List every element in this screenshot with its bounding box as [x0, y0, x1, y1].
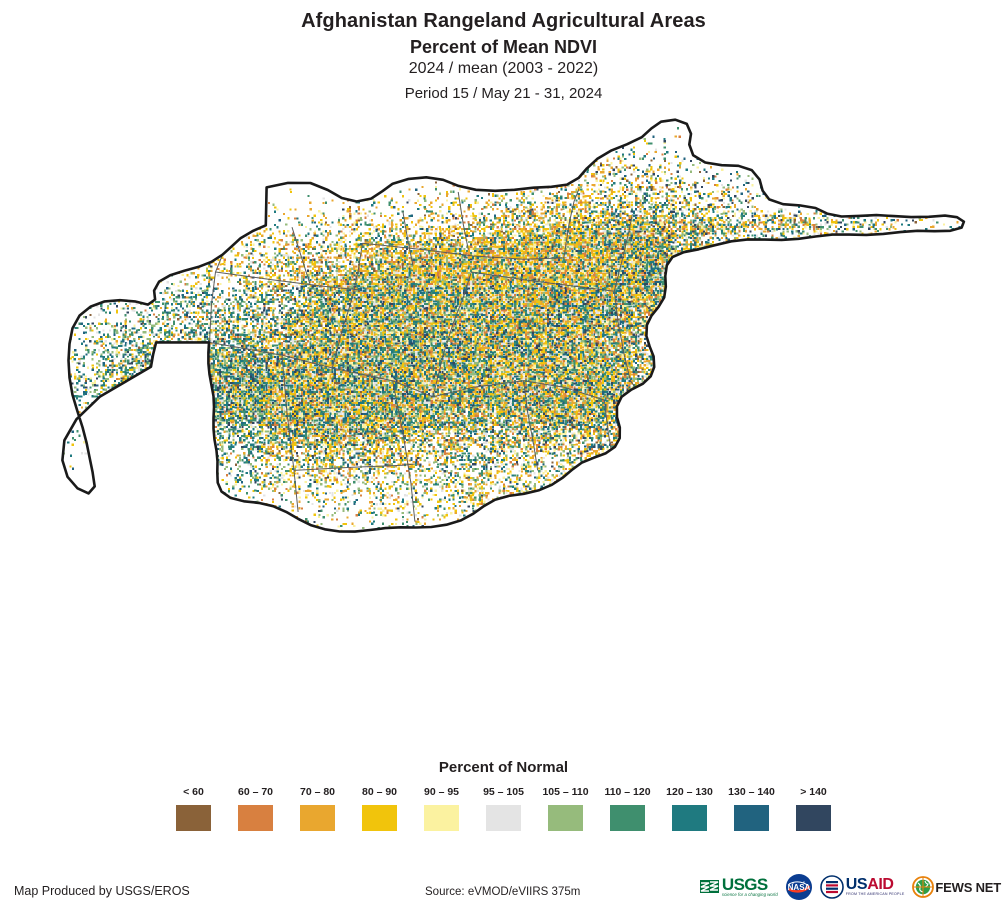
province-boundary	[457, 191, 469, 250]
province-boundary	[281, 355, 299, 513]
usgs-wordmark: USGS	[721, 875, 768, 894]
page-subtitle: Percent of Mean NDVI	[409, 37, 598, 57]
province-boundary	[432, 271, 472, 397]
logo-strip: USGS science for a changing world NASA	[699, 872, 1001, 902]
province-boundary	[362, 242, 564, 260]
province-boundary	[215, 271, 359, 291]
legend-swatch	[486, 805, 521, 831]
afghanistan-map-svg[interactable]	[0, 112, 1007, 752]
country-border	[61, 118, 966, 533]
nasa-meatball-icon: NASA	[785, 874, 812, 900]
usgs-mark-icon	[699, 880, 719, 893]
usaid-wordmark: USAID	[845, 875, 894, 893]
province-boundaries	[156, 188, 676, 522]
legend-swatch	[796, 805, 831, 831]
fewsnet-logo[interactable]: FEWS NET	[911, 873, 1001, 901]
legend-swatch	[672, 805, 707, 831]
legend-item: 110 – 120	[604, 786, 651, 831]
legend-item: 130 – 140	[728, 786, 775, 831]
fewsnet-wordmark: FEWS NET	[935, 879, 1001, 895]
svg-text:NASA: NASA	[787, 883, 810, 892]
legend-swatch	[176, 805, 211, 831]
legend: Percent of Normal < 60 60 – 70 70 – 80 80 –…	[0, 758, 1007, 831]
legend-label: 70 – 80	[299, 786, 336, 798]
map-raster-layer	[62, 119, 964, 532]
legend-swatch	[300, 805, 335, 831]
legend-label: 110 – 120	[604, 786, 651, 798]
legend-label: > 140	[800, 786, 827, 798]
legend-label: < 60	[183, 786, 204, 798]
legend-title: Percent of Normal	[438, 759, 569, 776]
province-boundary	[523, 380, 539, 471]
usaid-seal-icon	[819, 875, 844, 899]
province-boundary	[402, 211, 414, 266]
page-title: Afghanistan Rangeland Agricultural Areas	[301, 10, 706, 32]
map-canvas[interactable]	[0, 112, 1007, 752]
legend-item: 80 – 90	[362, 786, 397, 831]
legend-swatch	[238, 805, 273, 831]
province-boundary	[563, 188, 580, 258]
source-label: Source: eVMOD/eVIIRS 375m	[425, 886, 581, 898]
map-background	[62, 119, 964, 532]
province-boundary	[291, 227, 311, 285]
legend-swatch	[424, 805, 459, 831]
legend-swatch	[610, 805, 645, 831]
legend-label: 60 – 70	[237, 786, 274, 798]
title-block: Afghanistan Rangeland Agricultural Areas…	[0, 0, 1007, 105]
nasa-logo[interactable]: NASA	[785, 873, 813, 901]
province-boundary	[613, 214, 633, 292]
legend-item: 105 – 110	[542, 786, 589, 831]
comparison-label: 2024 / mean (2003 - 2022)	[408, 60, 599, 77]
legend-swatch	[362, 805, 397, 831]
legend-item: > 140	[796, 786, 831, 831]
legend-item: 120 – 130	[666, 786, 713, 831]
usgs-logo[interactable]: USGS science for a changing world	[699, 873, 778, 901]
legend-label: 90 – 95	[423, 786, 460, 798]
period-label: Period 15 / May 21 - 31, 2024	[404, 85, 603, 102]
province-boundary	[392, 380, 416, 522]
legend-item: 90 – 95	[424, 786, 459, 831]
usgs-tagline: science for a changing world	[721, 892, 778, 897]
legend-label: 95 – 105	[483, 786, 524, 798]
legend-item: 60 – 70	[238, 786, 273, 831]
legend-label: 80 – 90	[361, 786, 398, 798]
usaid-logo[interactable]: USAID FROM THE AMERICAN PEOPLE	[819, 873, 905, 901]
province-boundary	[331, 243, 363, 369]
legend-swatch	[548, 805, 583, 831]
legend-swatch-row: < 60 60 – 70 70 – 80 80 – 90 90 – 95 95 – 105…	[0, 786, 1007, 831]
usaid-tagline: FROM THE AMERICAN PEOPLE	[845, 891, 905, 896]
water-bodies-layer	[92, 657, 172, 682]
legend-label: 105 – 110	[542, 786, 589, 798]
hamun-lake	[92, 657, 172, 682]
province-boundary	[293, 463, 415, 471]
legend-item: 95 – 105	[483, 786, 524, 831]
legend-label: 130 – 140	[728, 786, 775, 798]
legend-item: < 60	[176, 786, 211, 831]
producer-label: Map Produced by USGS/EROS	[14, 884, 190, 898]
legend-label: 120 – 130	[666, 786, 713, 798]
fewsnet-globe-icon	[912, 876, 935, 898]
province-boundary	[613, 291, 631, 381]
legend-swatch	[734, 805, 769, 831]
ndvi-class-pixels	[62, 126, 954, 532]
province-boundary	[471, 271, 615, 292]
legend-item: 70 – 80	[300, 786, 335, 831]
footer: Map Produced by USGS/EROS Source: eVMOD/…	[0, 870, 1007, 912]
